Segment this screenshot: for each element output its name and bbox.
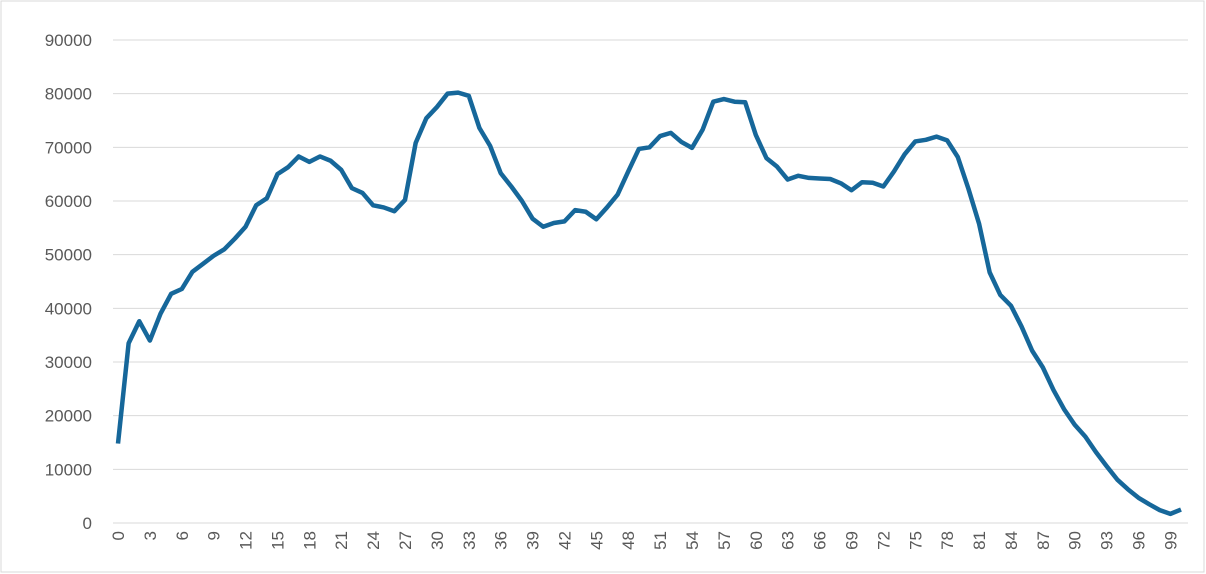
x-tick-label: 9: [205, 531, 224, 540]
y-tick-label: 0: [83, 514, 92, 533]
x-tick-label: 39: [524, 531, 543, 550]
x-tick-label: 18: [300, 531, 319, 550]
x-tick-label: 42: [555, 531, 574, 550]
y-tick-label: 80000: [45, 85, 92, 104]
x-tick-label: 33: [460, 531, 479, 550]
x-tick-label: 90: [1066, 531, 1085, 550]
x-tick-label: 45: [587, 531, 606, 550]
x-tick-label: 6: [173, 531, 192, 540]
x-tick-label: 21: [332, 531, 351, 550]
y-tick-label: 90000: [45, 31, 92, 50]
x-tick-label: 54: [683, 531, 702, 550]
x-tick-label: 51: [651, 531, 670, 550]
x-tick-label: 69: [842, 531, 861, 550]
x-tick-label: 99: [1161, 531, 1180, 550]
x-tick-label: 57: [715, 531, 734, 550]
x-tick-label: 48: [619, 531, 638, 550]
y-tick-label: 50000: [45, 246, 92, 265]
y-tick-label: 10000: [45, 460, 92, 479]
y-tick-label: 60000: [45, 192, 92, 211]
x-tick-label: 75: [906, 531, 925, 550]
x-tick-label: 72: [874, 531, 893, 550]
x-tick-label: 3: [141, 531, 160, 540]
y-tick-label: 20000: [45, 407, 92, 426]
y-tick-label: 40000: [45, 299, 92, 318]
x-tick-label: 0: [109, 531, 128, 540]
x-tick-label: 84: [1002, 531, 1021, 550]
x-tick-label: 12: [237, 531, 256, 550]
x-tick-label: 15: [268, 531, 287, 550]
x-tick-label: 60: [747, 531, 766, 550]
x-tick-label: 87: [1034, 531, 1053, 550]
y-tick-label: 30000: [45, 353, 92, 372]
x-tick-label: 78: [938, 531, 957, 550]
x-tick-label: 96: [1129, 531, 1148, 550]
x-tick-label: 66: [811, 531, 830, 550]
x-tick-label: 63: [779, 531, 798, 550]
x-tick-label: 36: [492, 531, 511, 550]
x-tick-label: 27: [396, 531, 415, 550]
x-tick-label: 30: [428, 531, 447, 550]
x-tick-label: 24: [364, 531, 383, 550]
y-tick-label: 70000: [45, 138, 92, 157]
x-tick-label: 93: [1098, 531, 1117, 550]
data-line: [115, 90, 1182, 517]
x-tick-label: 81: [970, 531, 989, 550]
